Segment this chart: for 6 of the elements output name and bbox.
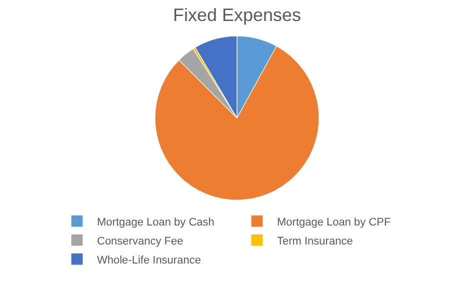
legend-label: Mortgage Loan by Cash [97, 216, 214, 228]
legend-label: Term Insurance [277, 235, 353, 248]
legend-label: Mortgage Loan by CPF [277, 216, 392, 228]
chart-title: Fixed Expenses [172, 5, 302, 26]
legend-label: Whole-Life Insurance [97, 254, 201, 266]
legend-label: Conservancy Fee [97, 235, 184, 248]
